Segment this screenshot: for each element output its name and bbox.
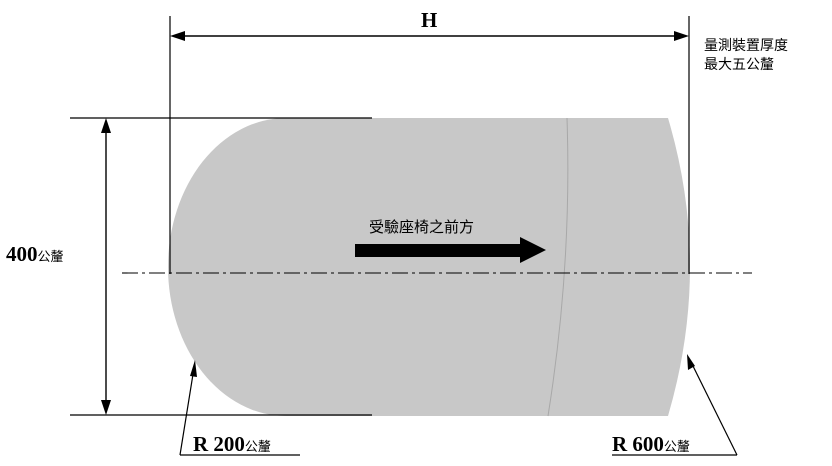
r600-value: R 600 bbox=[612, 432, 664, 456]
r200-leader-line bbox=[179, 367, 195, 456]
shape-seam-line bbox=[547, 117, 569, 417]
r200-leader-arrowhead bbox=[190, 360, 197, 377]
height-unit: 公釐 bbox=[37, 250, 64, 265]
h-arrowhead-left bbox=[170, 31, 185, 41]
thickness-note: 量測裝置厚度 最大五公釐 bbox=[704, 37, 788, 75]
h-arrowhead-right bbox=[674, 31, 689, 41]
forward-arrow-label: 受驗座椅之前方 bbox=[369, 218, 475, 236]
r200-unit: 公釐 bbox=[244, 440, 271, 455]
height-value: 400 bbox=[6, 242, 38, 266]
height-dimension-label: 400公釐 bbox=[6, 242, 64, 267]
r600-label: R 600公釐 bbox=[612, 432, 690, 457]
height-arrowhead-top bbox=[101, 118, 111, 133]
forward-arrow-shaft bbox=[355, 244, 523, 257]
thickness-note-line2: 最大五公釐 bbox=[704, 57, 774, 73]
r600-unit: 公釐 bbox=[663, 440, 690, 455]
r600-leader-arrowhead bbox=[687, 354, 695, 370]
r200-value: R 200 bbox=[193, 432, 245, 456]
thickness-note-line1: 量測裝置厚度 bbox=[704, 38, 788, 54]
r600-leader-line bbox=[690, 361, 738, 456]
seat-outline-shape bbox=[168, 118, 690, 416]
height-arrowhead-bottom bbox=[101, 400, 111, 415]
h-dimension-label: H bbox=[421, 8, 438, 32]
r200-label: R 200公釐 bbox=[193, 432, 271, 457]
forward-arrow-head bbox=[520, 237, 546, 263]
